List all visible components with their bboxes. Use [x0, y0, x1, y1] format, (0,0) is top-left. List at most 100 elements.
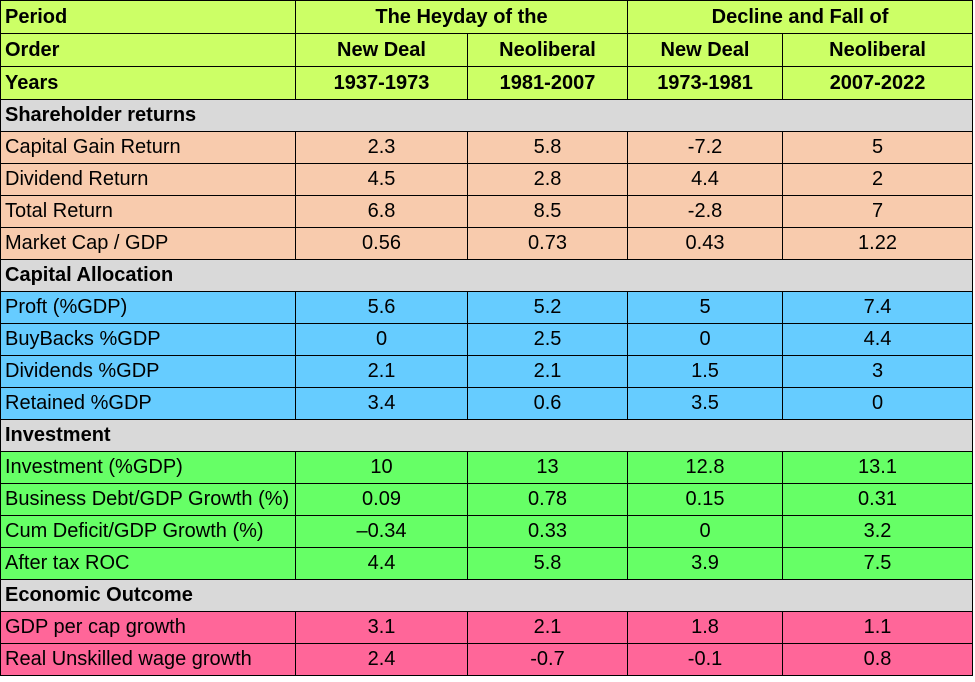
- table-row: Dividends %GDP 2.1 2.1 1.5 3: [0, 355, 974, 388]
- order-label: Order: [0, 33, 296, 67]
- table-row: Retained %GDP 3.4 0.6 3.5 0: [0, 387, 974, 420]
- header-row-years: Years 1937-1973 1981-2007 1973-1981 2007…: [0, 66, 974, 100]
- row-label: Dividend Return: [0, 163, 296, 196]
- value-cell: 0: [627, 323, 784, 356]
- value-cell: 6.8: [295, 195, 468, 228]
- value-cell: 2.1: [466, 611, 629, 644]
- row-label: Cum Deficit/GDP Growth (%): [0, 515, 296, 548]
- value-cell: 3.4: [295, 387, 468, 420]
- value-cell: 0: [782, 387, 974, 420]
- value-cell: 7: [782, 195, 974, 228]
- header-row-period: Period The Heyday of the Decline and Fal…: [0, 0, 974, 34]
- value-cell: 13.1: [782, 451, 974, 484]
- value-cell: 4.4: [627, 163, 784, 196]
- value-cell: 7.4: [782, 291, 974, 324]
- value-cell: 0.31: [782, 483, 974, 516]
- row-label: BuyBacks %GDP: [0, 323, 296, 356]
- value-cell: 3.5: [627, 387, 784, 420]
- value-cell: 4.4: [295, 547, 468, 580]
- row-label: Dividends %GDP: [0, 355, 296, 388]
- row-label: Total Return: [0, 195, 296, 228]
- heyday-group-header: The Heyday of the: [294, 0, 629, 34]
- value-cell: 7.5: [782, 547, 974, 580]
- table-row: GDP per cap growth 3.1 2.1 1.8 1.1: [0, 611, 974, 644]
- value-cell: 0.43: [627, 227, 784, 260]
- value-cell: 5.8: [466, 547, 629, 580]
- row-label: Retained %GDP: [0, 387, 296, 420]
- order-col-4: Neoliberal: [782, 33, 974, 67]
- value-cell: 2: [782, 163, 974, 196]
- section-title: Investment: [0, 419, 974, 452]
- value-cell: 0.6: [466, 387, 629, 420]
- row-label: After tax ROC: [0, 547, 296, 580]
- value-cell: 0.56: [295, 227, 468, 260]
- row-label: Market Cap / GDP: [0, 227, 296, 260]
- value-cell: 12.8: [627, 451, 784, 484]
- section-header: Investment: [0, 419, 974, 452]
- section-header: Capital Allocation: [0, 259, 974, 292]
- value-cell: 3.1: [295, 611, 468, 644]
- table-row: Dividend Return 4.5 2.8 4.4 2: [0, 163, 974, 196]
- value-cell: 13: [466, 451, 629, 484]
- value-cell: -7.2: [627, 131, 784, 164]
- value-cell: 5.2: [466, 291, 629, 324]
- value-cell: 5.8: [466, 131, 629, 164]
- section-header: Shareholder returns: [0, 99, 974, 132]
- row-label: Proft (%GDP): [0, 291, 296, 324]
- value-cell: 10: [295, 451, 468, 484]
- value-cell: 0.33: [466, 515, 629, 548]
- years-col-4: 2007-2022: [782, 66, 974, 100]
- value-cell: 1.1: [782, 611, 974, 644]
- value-cell: 1.22: [782, 227, 974, 260]
- value-cell: 4.4: [782, 323, 974, 356]
- order-col-2: Neoliberal: [466, 33, 629, 67]
- value-cell: 0.78: [466, 483, 629, 516]
- section-title: Economic Outcome: [0, 579, 974, 612]
- value-cell: 0.09: [295, 483, 468, 516]
- row-label: Business Debt/GDP Growth (%): [0, 483, 296, 516]
- value-cell: 1.5: [627, 355, 784, 388]
- value-cell: 3.9: [627, 547, 784, 580]
- years-label: Years: [0, 66, 296, 100]
- value-cell: -0.7: [466, 643, 629, 676]
- value-cell: 8.5: [466, 195, 629, 228]
- value-cell: 0: [627, 515, 784, 548]
- table-row: BuyBacks %GDP 0 2.5 0 4.4: [0, 323, 974, 356]
- value-cell: 0.8: [782, 643, 974, 676]
- value-cell: 5: [627, 291, 784, 324]
- row-label: Real Unskilled wage growth: [0, 643, 296, 676]
- header-row-order: Order New Deal Neoliberal New Deal Neoli…: [0, 33, 974, 67]
- years-col-3: 1973-1981: [627, 66, 784, 100]
- value-cell: 0: [295, 323, 468, 356]
- table-row: Real Unskilled wage growth 2.4 -0.7 -0.1 0.8: [0, 643, 974, 676]
- value-cell: 2.8: [466, 163, 629, 196]
- value-cell: 3.2: [782, 515, 974, 548]
- value-cell: 0.73: [466, 227, 629, 260]
- decline-group-header: Decline and Fall of: [627, 0, 974, 34]
- value-cell: -2.8: [627, 195, 784, 228]
- value-cell: 5.6: [295, 291, 468, 324]
- value-cell: 3: [782, 355, 974, 388]
- table-row: Business Debt/GDP Growth (%) 0.09 0.78 0.15…: [0, 483, 974, 516]
- table-row: Total Return 6.8 8.5 -2.8 7: [0, 195, 974, 228]
- section-header: Economic Outcome: [0, 579, 974, 612]
- value-cell: 2.4: [295, 643, 468, 676]
- value-cell: 0.15: [627, 483, 784, 516]
- table-row: After tax ROC 4.4 5.8 3.9 7.5: [0, 547, 974, 580]
- row-label: Capital Gain Return: [0, 131, 296, 164]
- table-row: Market Cap / GDP 0.56 0.73 0.43 1.22: [0, 227, 974, 260]
- order-col-1: New Deal: [295, 33, 468, 67]
- value-cell: 5: [782, 131, 974, 164]
- table-row: Investment (%GDP) 10 13 12.8 13.1: [0, 451, 974, 484]
- value-cell: –0.34: [295, 515, 468, 548]
- value-cell: 2.1: [295, 355, 468, 388]
- table-row: Proft (%GDP) 5.6 5.2 5 7.4: [0, 291, 974, 324]
- table-row: Cum Deficit/GDP Growth (%) –0.34 0.33 0 3.2: [0, 515, 974, 548]
- value-cell: 2.5: [466, 323, 629, 356]
- section-title: Capital Allocation: [0, 259, 974, 292]
- row-label: GDP per cap growth: [0, 611, 296, 644]
- value-cell: 2.3: [295, 131, 468, 164]
- row-label: Investment (%GDP): [0, 451, 296, 484]
